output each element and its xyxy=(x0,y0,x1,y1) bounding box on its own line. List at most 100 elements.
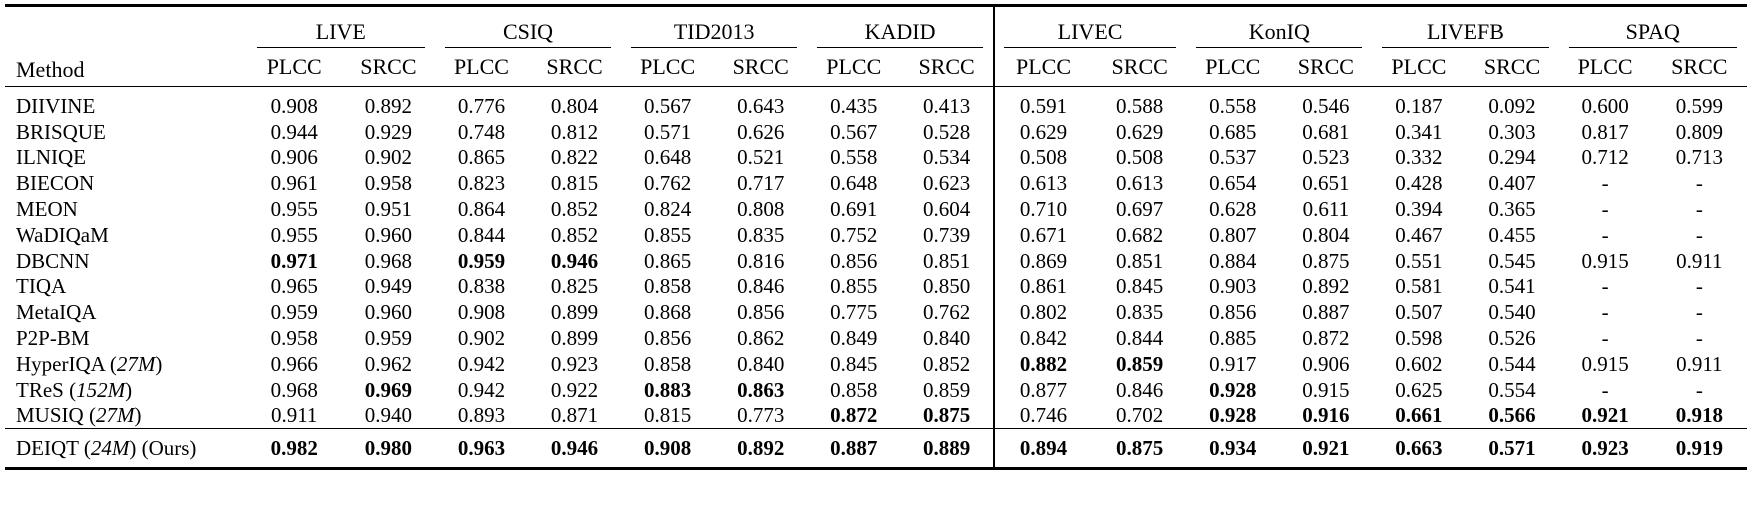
score-cell: 0.918 xyxy=(1675,403,1723,428)
score-cell: 0.875 xyxy=(1093,428,1187,471)
dataset-header-kadid: KADID xyxy=(807,4,994,49)
score-cell: 0.840 xyxy=(737,351,785,376)
metric-header-plcc: PLCC xyxy=(640,54,696,79)
score-cell: 0.894 xyxy=(992,428,1094,471)
score-cell: 0.959 xyxy=(364,326,412,351)
score-cell: 0.875 xyxy=(1302,248,1350,273)
score-cell: 0.629 xyxy=(992,118,1094,145)
score-cell: 0.946 xyxy=(528,428,622,471)
metric-header-srcc: SRCC xyxy=(732,54,789,79)
table-row: P2P-BM 0.958 0.959 0.902 0.899 0.856 0.862 0.84… xyxy=(5,325,1747,351)
method-suffix: (Ours) xyxy=(141,435,197,460)
score-cell: - xyxy=(1695,274,1703,299)
table-row: HyperIQA (27M) 0.966 0.962 0.942 0.923 0.858 0… xyxy=(5,350,1747,377)
score-cell: 0.545 xyxy=(1488,248,1536,273)
score-cell: 0.526 xyxy=(1488,326,1536,351)
score-cell: - xyxy=(1601,197,1609,222)
results-table: Method LIVE CSIQ TID2013 KADID LIVEC KonIQ LIV… xyxy=(5,4,1747,471)
dataset-header-livefb: LIVEFB xyxy=(1372,4,1559,49)
score-cell: 0.919 xyxy=(1651,428,1747,471)
score-cell: 0.856 xyxy=(643,326,692,351)
score-cell: 0.962 xyxy=(364,351,412,376)
score-cell: 0.863 xyxy=(737,377,785,402)
score-cell: 0.946 xyxy=(550,248,599,273)
score-cell: 0.802 xyxy=(992,299,1094,326)
score-cell: 0.558 xyxy=(830,145,878,170)
score-cell: 0.567 xyxy=(643,93,692,118)
method-label: TReS xyxy=(16,377,64,402)
score-cell: 0.187 xyxy=(1395,93,1443,118)
score-cell: 0.762 xyxy=(643,171,692,196)
score-cell: 0.859 xyxy=(1116,351,1164,376)
score-cell: 0.908 xyxy=(270,93,318,118)
score-cell: 0.906 xyxy=(270,145,318,170)
method-label: ILNIQE xyxy=(16,145,86,170)
score-cell: 0.823 xyxy=(457,171,506,196)
score-cell: 0.648 xyxy=(830,171,878,196)
score-cell: 0.588 xyxy=(1116,93,1164,118)
dataset-header-csiq: CSIQ xyxy=(434,4,622,49)
score-cell: - xyxy=(1601,274,1609,299)
method-name: TIQA xyxy=(5,274,247,300)
method-name: DEIQT (24M) (Ours) xyxy=(5,428,247,471)
score-cell: 0.893 xyxy=(457,403,506,428)
score-cell: 0.877 xyxy=(992,376,1094,403)
score-cell: 0.955 xyxy=(270,222,318,247)
results-table-container: Method LIVE CSIQ TID2013 KADID LIVEC KonIQ LIV… xyxy=(5,4,1747,471)
score-cell: - xyxy=(1695,377,1703,402)
model-size: 27M xyxy=(95,403,135,428)
score-cell: 0.710 xyxy=(992,196,1094,222)
score-cell: 0.816 xyxy=(737,248,785,273)
dataset-header-row: Method LIVE CSIQ TID2013 KADID LIVEC KonIQ LIV… xyxy=(5,4,1747,87)
score-cell: 0.963 xyxy=(434,428,528,471)
score-cell: 0.528 xyxy=(922,119,971,144)
score-cell: 0.682 xyxy=(1116,222,1164,247)
score-cell: 0.852 xyxy=(550,197,599,222)
score-cell: 0.804 xyxy=(550,93,599,118)
score-cell: 0.846 xyxy=(737,274,785,299)
score-cell: 0.817 xyxy=(1581,119,1629,144)
score-cell: - xyxy=(1695,326,1703,351)
score-cell: 0.923 xyxy=(1558,428,1652,471)
score-cell: 0.661 xyxy=(1395,403,1443,428)
method-name: MUSIQ (27M) xyxy=(16,403,142,428)
score-cell: 0.885 xyxy=(1209,326,1257,351)
method-name: MetaIQA xyxy=(5,299,247,325)
dataset-header-tid2013: TID2013 xyxy=(621,4,808,49)
score-cell: 0.809 xyxy=(1675,119,1723,144)
score-cell: 0.856 xyxy=(830,248,878,273)
table-row: TIQA 0.965 0.949 0.838 0.825 0.858 0.846 0.855 0… xyxy=(5,273,1747,300)
score-cell: 0.508 xyxy=(1116,145,1164,170)
score-cell: 0.902 xyxy=(457,326,506,351)
score-cell: 0.961 xyxy=(270,171,318,196)
method-label: P2P-BM xyxy=(16,326,90,351)
score-cell: 0.845 xyxy=(1116,274,1164,299)
score-cell: 0.341 xyxy=(1395,119,1443,144)
score-cell: 0.868 xyxy=(643,300,692,325)
score-cell: 0.921 xyxy=(1581,403,1629,428)
score-cell: 0.960 xyxy=(364,300,412,325)
score-cell: 0.915 xyxy=(1581,248,1629,273)
table-row: MetaIQA 0.959 0.960 0.908 0.899 0.868 0.856 0.7… xyxy=(5,299,1747,326)
dataset-header-livec: LIVEC xyxy=(992,4,1187,49)
score-cell: 0.685 xyxy=(1209,119,1257,144)
score-cell: 0.840 xyxy=(922,326,971,351)
score-cell: 0.752 xyxy=(830,222,878,247)
score-cell: 0.872 xyxy=(830,403,878,428)
method-name: DBCNN xyxy=(5,248,247,274)
method-label: BIECON xyxy=(16,171,95,196)
score-cell: 0.861 xyxy=(992,273,1094,300)
score-cell: 0.663 xyxy=(1372,428,1466,471)
method-name: HyperIQA (27M) xyxy=(16,351,163,376)
score-cell: 0.598 xyxy=(1395,326,1443,351)
score-cell: 0.855 xyxy=(830,274,878,299)
score-cell: 0.875 xyxy=(922,403,971,428)
score-cell: 0.681 xyxy=(1302,119,1350,144)
score-cell: 0.571 xyxy=(1465,428,1559,471)
score-cell: 0.581 xyxy=(1395,274,1443,299)
score-cell: 0.887 xyxy=(1302,300,1350,325)
score-cell: 0.651 xyxy=(1302,171,1350,196)
table-row: TReS (152M) 0.968 0.969 0.942 0.922 0.883 0.86… xyxy=(5,376,1747,403)
score-cell: - xyxy=(1601,326,1609,351)
method-label: DIIVINE xyxy=(16,93,96,118)
